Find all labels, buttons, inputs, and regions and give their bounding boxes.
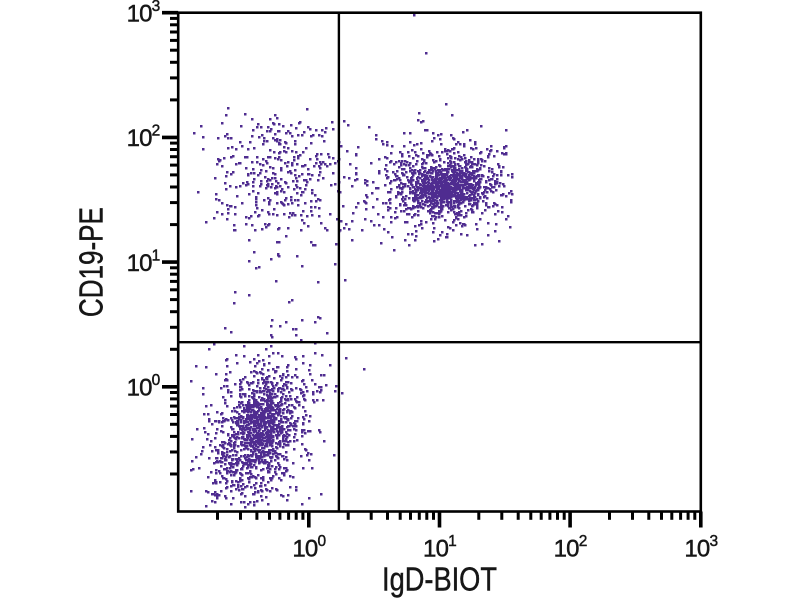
svg-text:101: 101 <box>127 247 160 276</box>
svg-text:100: 100 <box>127 372 161 401</box>
svg-text:CD19-PE: CD19-PE <box>73 207 110 317</box>
svg-text:101: 101 <box>423 533 456 562</box>
svg-text:IgD-BIOT: IgD-BIOT <box>382 561 497 598</box>
